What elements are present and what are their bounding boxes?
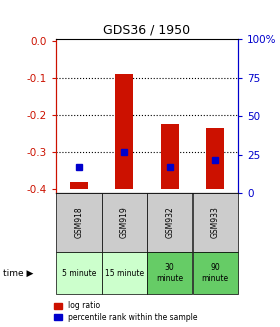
Text: 90
minute: 90 minute [202, 263, 229, 283]
Text: time ▶: time ▶ [3, 268, 33, 278]
Text: GSM932: GSM932 [165, 206, 174, 238]
Text: GSM919: GSM919 [120, 206, 129, 238]
Text: GSM933: GSM933 [211, 206, 220, 238]
Text: 15 minute: 15 minute [105, 268, 144, 278]
Bar [70, 182, 88, 189]
Bar [115, 75, 133, 189]
Bar [161, 124, 179, 189]
Bar [206, 128, 224, 189]
Title: GDS36 / 1950: GDS36 / 1950 [103, 24, 191, 37]
Legend: log ratio, percentile rank within the sample: log ratio, percentile rank within the sa… [54, 301, 197, 321]
Text: GSM918: GSM918 [74, 207, 83, 238]
Text: 30
minute: 30 minute [156, 263, 183, 283]
Text: 5 minute: 5 minute [62, 268, 96, 278]
